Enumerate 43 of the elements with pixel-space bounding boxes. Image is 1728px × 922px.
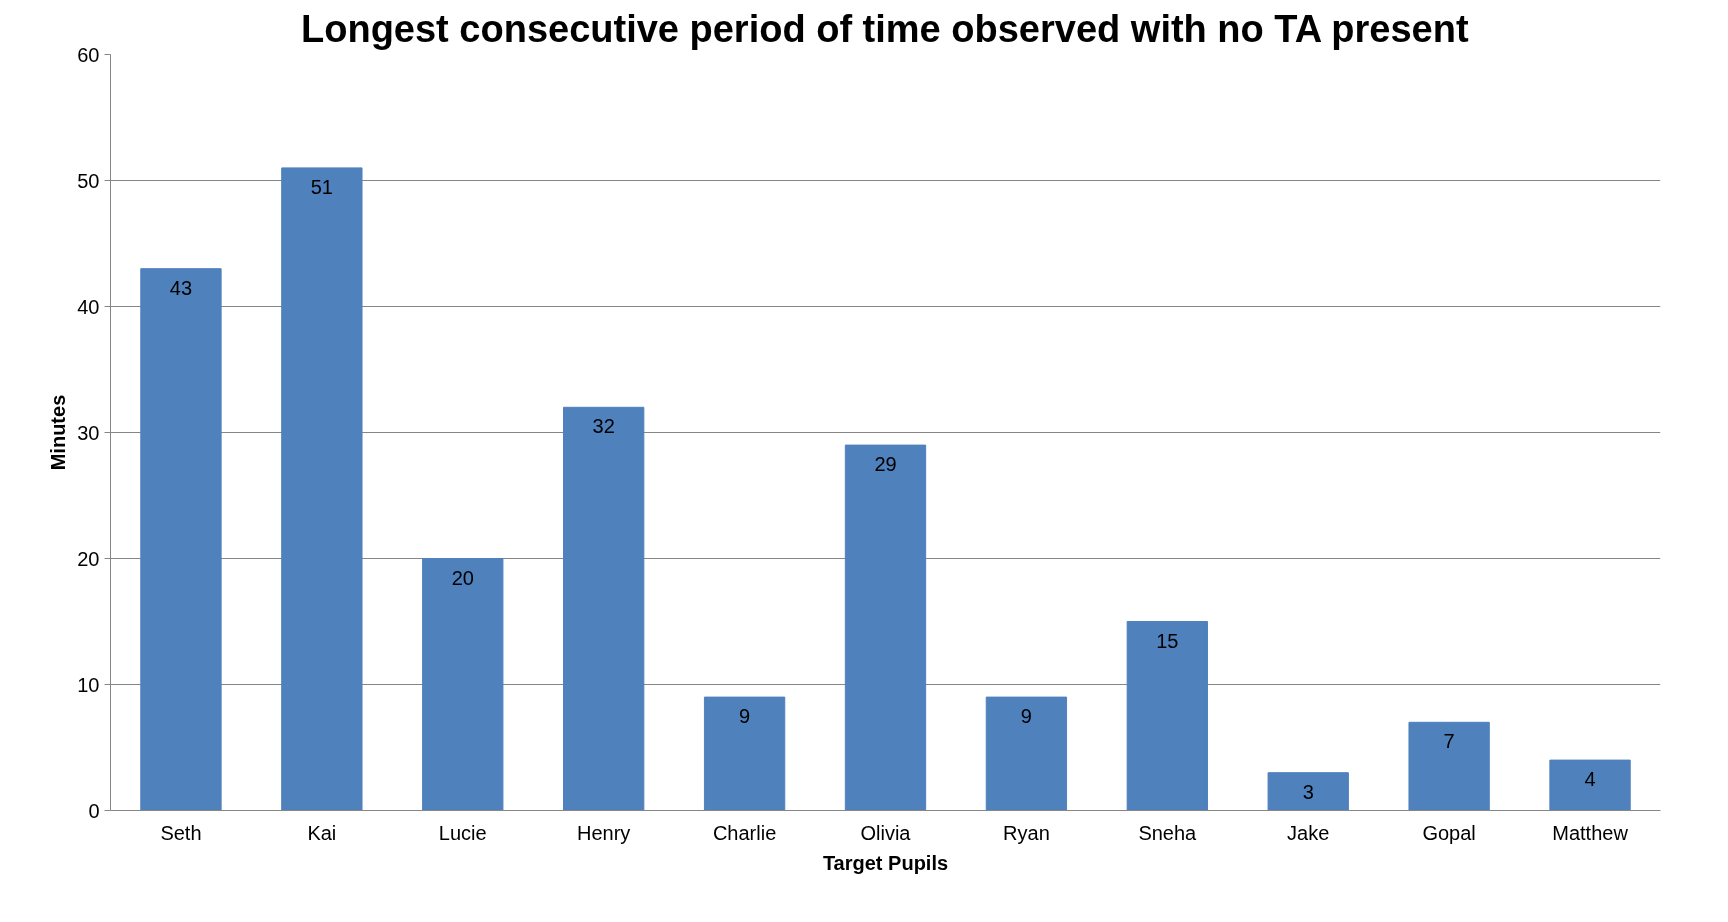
x-tick-label: Jake bbox=[1287, 821, 1330, 844]
x-tick-label: Ryan bbox=[1003, 821, 1050, 844]
data-label: 3 bbox=[1302, 780, 1314, 803]
x-tick-label: Gopal bbox=[1422, 821, 1476, 844]
x-tick-label: Matthew bbox=[1552, 821, 1629, 844]
y-tick-label: 50 bbox=[77, 169, 100, 192]
bar bbox=[1549, 759, 1631, 811]
bar bbox=[844, 444, 927, 811]
x-tick-label: Sneha bbox=[1138, 821, 1198, 844]
data-label: 20 bbox=[451, 566, 474, 589]
bar bbox=[140, 268, 222, 811]
data-label: 43 bbox=[169, 276, 193, 299]
x-tick-label: Charlie bbox=[712, 821, 777, 844]
y-axis-title: Minutes bbox=[47, 394, 70, 471]
data-label: 32 bbox=[592, 415, 615, 438]
data-label: 9 bbox=[1020, 705, 1032, 728]
bar bbox=[1408, 721, 1490, 811]
data-label: 51 bbox=[310, 175, 333, 198]
x-axis-title: Target Pupils bbox=[822, 851, 949, 874]
bar bbox=[422, 558, 504, 811]
data-label: 9 bbox=[739, 705, 751, 728]
data-label: 29 bbox=[874, 453, 897, 476]
bar bbox=[985, 696, 1068, 811]
y-tick-label: 20 bbox=[77, 547, 100, 570]
chart-title: Longest consecutive period of time observed with no TA present bbox=[300, 7, 1469, 50]
data-label: 15 bbox=[1156, 629, 1179, 652]
bar bbox=[281, 167, 363, 811]
bar bbox=[1267, 772, 1349, 811]
x-tick-label: Henry bbox=[577, 821, 631, 844]
y-tick-label: 40 bbox=[77, 295, 100, 318]
y-tick-label: 10 bbox=[77, 673, 100, 696]
x-tick-label: Seth bbox=[160, 821, 202, 844]
y-tick-label: 60 bbox=[77, 43, 100, 66]
bar bbox=[563, 406, 645, 811]
x-tick-label: Lucie bbox=[438, 821, 487, 844]
x-tick-label: Olivia bbox=[860, 821, 912, 844]
x-tick-label: Kai bbox=[307, 821, 337, 844]
bar bbox=[1126, 621, 1208, 811]
data-label: 7 bbox=[1443, 730, 1455, 753]
data-label: 4 bbox=[1584, 768, 1596, 791]
bar bbox=[703, 696, 786, 811]
y-tick-label: 30 bbox=[77, 421, 100, 444]
y-tick-label: 0 bbox=[88, 799, 100, 822]
